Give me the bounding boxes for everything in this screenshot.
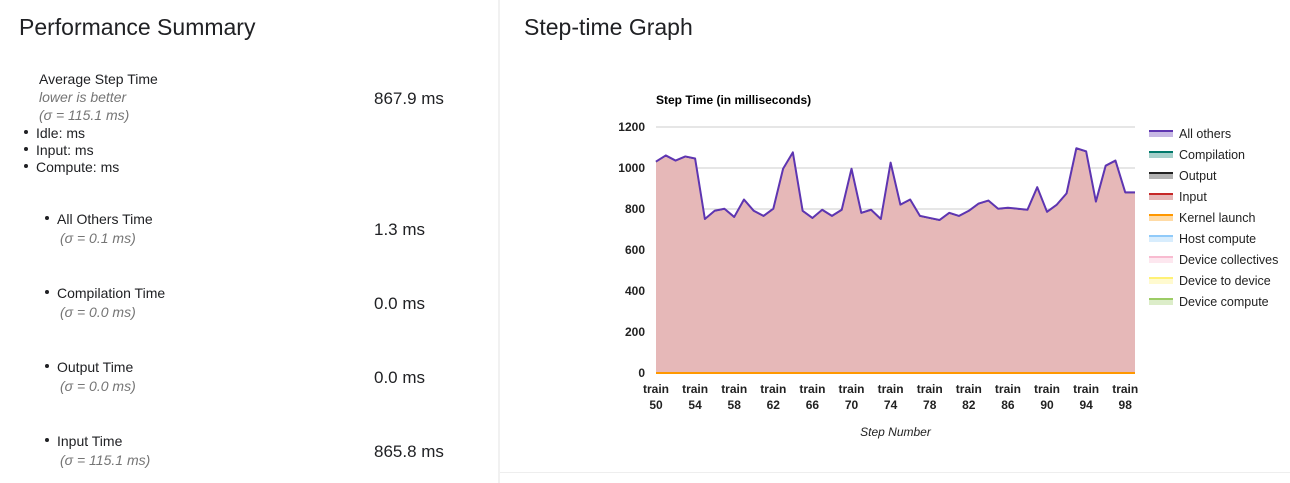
x-tick-label: train 98 (1112, 382, 1138, 412)
x-tick-label: train 70 (839, 382, 865, 412)
compilation-time-label: Compilation Time (45, 285, 165, 301)
x-tick-label: train 82 (956, 382, 982, 412)
y-tick-label: 600 (625, 243, 645, 257)
step-time-graph-title: Step-time Graph (524, 14, 693, 40)
legend-label: Host compute (1179, 232, 1256, 246)
avg-step-time-sigma: (σ = 115.1 ms) (39, 107, 130, 123)
input-breakdown-item: Input: ms (24, 142, 94, 158)
legend-swatch (1149, 278, 1173, 284)
input-time-sigma: (σ = 115.1 ms) (60, 452, 151, 468)
legend-swatch (1149, 299, 1173, 305)
all-others-time-value: 1.3 ms (374, 220, 426, 239)
legend-label: Kernel launch (1179, 211, 1255, 225)
compute-breakdown-item: Compute: ms (24, 159, 119, 175)
performance-summary-panel: Performance Summary Average Step Time lo… (0, 0, 498, 483)
panel-divider (498, 0, 500, 483)
y-tick-label: 800 (625, 202, 645, 216)
legend-label: Input (1179, 190, 1207, 204)
x-tick-label: train 58 (721, 382, 747, 412)
avg-step-time-note: lower is better (39, 89, 127, 105)
compilation-time-value: 0.0 ms (374, 294, 426, 313)
x-tick-label: train 78 (917, 382, 943, 412)
all-others-time-sigma: (σ = 0.1 ms) (60, 230, 136, 246)
chart-title: Step Time (in milliseconds) (656, 93, 811, 107)
avg-step-time-value: 867.9 ms (374, 89, 444, 108)
legend-swatch (1149, 236, 1173, 242)
x-tick-label: train 66 (799, 382, 825, 412)
series-line-all-others (655, 147, 1135, 222)
output-time-sigma: (σ = 0.0 ms) (60, 378, 136, 394)
input-time-value: 865.8 ms (374, 442, 444, 461)
step-time-chart: Step Time (in milliseconds) 0 200 400 600 800… (618, 93, 1278, 439)
legend-label: Device collectives (1179, 253, 1278, 267)
y-tick-label: 200 (625, 325, 645, 339)
legend-swatch (1149, 173, 1173, 179)
legend-swatch (1149, 215, 1173, 221)
avg-step-time-label: Average Step Time (39, 71, 158, 87)
y-tick-label: 0 (638, 366, 645, 380)
legend-label: Compilation (1179, 148, 1245, 162)
legend-swatch (1149, 257, 1173, 263)
y-tick-label: 1000 (618, 161, 645, 175)
y-tick-label: 400 (625, 284, 645, 298)
panel-bottom-border (500, 472, 1290, 473)
x-tick-label: train 94 (1073, 382, 1099, 412)
legend-label: Device to device (1179, 274, 1271, 288)
legend-swatch (1149, 131, 1173, 137)
x-tick-label: train 90 (1034, 382, 1060, 412)
x-axis-label: Step Number (860, 425, 932, 439)
compilation-time-sigma: (σ = 0.0 ms) (60, 304, 136, 320)
x-tick-label: train 54 (682, 382, 708, 412)
all-others-time-label: All Others Time (45, 211, 153, 227)
x-tick-label: train 62 (760, 382, 786, 412)
x-tick-label: train 86 (995, 382, 1021, 412)
step-time-graph-panel: Step-time Graph Step Time (in millisecon… (500, 0, 1290, 483)
legend-label: All others (1179, 127, 1231, 141)
x-tick-label: train 50 (643, 382, 669, 412)
output-time-value: 0.0 ms (374, 368, 426, 387)
idle-breakdown-item: Idle: ms (24, 125, 85, 141)
performance-summary-title: Performance Summary (19, 14, 256, 40)
legend-swatch (1149, 152, 1173, 158)
legend-label: Output (1179, 169, 1217, 183)
legend-label: Device compute (1179, 295, 1269, 309)
x-tick-label: train 74 (878, 382, 904, 412)
y-tick-label: 1200 (618, 120, 645, 134)
output-time-label: Output Time (45, 359, 133, 375)
series-area-input (656, 148, 1135, 373)
input-time-label: Input Time (45, 433, 122, 449)
legend-swatch (1149, 194, 1173, 200)
